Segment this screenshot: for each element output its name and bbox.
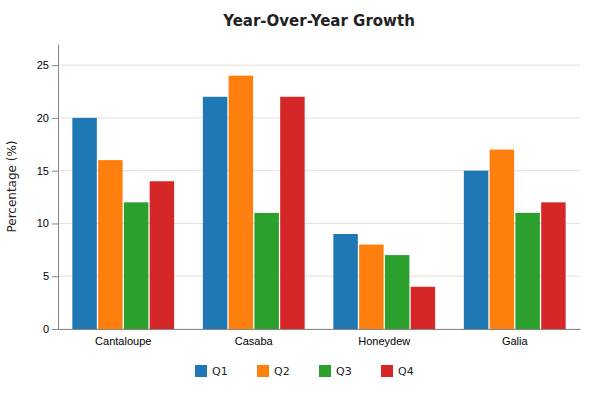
y-axis-title: Percentage (%): [5, 140, 19, 232]
x-tick-label: Galia: [502, 335, 529, 347]
y-tick-label: 0: [43, 323, 49, 335]
y-tick: 5: [43, 270, 58, 282]
y-tick-label: 10: [37, 217, 49, 229]
bar: [150, 181, 174, 329]
bar: [541, 202, 565, 329]
grid-line: [58, 65, 580, 66]
legend-swatch: [195, 365, 207, 377]
bar: [254, 213, 278, 329]
bar: [411, 287, 435, 329]
legend-label: Q3: [336, 365, 352, 378]
bar: [280, 97, 304, 329]
bar: [229, 76, 253, 329]
legend-swatch: [381, 365, 393, 377]
x-axis: Cantaloupe Casaba Honeydew Galia: [59, 330, 581, 348]
legend-label: Q2: [274, 365, 290, 378]
chart-title: Year-Over-Year Growth: [222, 12, 415, 30]
y-axis: 0 5 10 15 20 25: [37, 45, 59, 336]
x-tick-label: Cantaloupe: [95, 335, 151, 347]
y-tick-label: 15: [37, 165, 49, 177]
bar: [203, 97, 227, 329]
x-tick-label: Honeydew: [358, 335, 410, 347]
x-tick: Honeydew: [358, 335, 410, 347]
plot-area: 0 5 10 15 20 25 Cantaloupe Casaba Honeydew Galia: [37, 45, 581, 348]
y-tick-label: 20: [37, 112, 49, 124]
grid-line: [58, 117, 580, 118]
y-tick-mark: [52, 65, 58, 66]
bar: [464, 171, 488, 329]
legend-swatch: [319, 365, 331, 377]
legend-item: Q2: [257, 365, 290, 378]
legend-label: Q4: [398, 365, 414, 378]
bar: [515, 213, 539, 329]
y-tick: 20: [37, 112, 58, 124]
bars: [72, 76, 565, 329]
y-tick: 25: [37, 59, 58, 71]
bar: [490, 150, 514, 329]
bar: [124, 202, 148, 329]
bar: [359, 245, 383, 329]
y-tick-mark: [52, 171, 58, 172]
bar-series: [150, 97, 566, 329]
x-axis-line: [59, 329, 581, 330]
y-tick-mark: [52, 223, 58, 224]
bar-series: [72, 97, 488, 329]
y-tick: 10: [37, 217, 58, 229]
chart-container: 0 5 10 15 20 25 Cantaloupe Casaba Honeydew Galia P…: [0, 0, 600, 401]
bar: [98, 160, 122, 329]
bar-series: [124, 202, 540, 329]
y-tick-mark: [52, 329, 58, 330]
y-tick-mark: [52, 118, 58, 119]
legend-item: Q4: [381, 365, 414, 378]
chart-svg: 0 5 10 15 20 25 Cantaloupe Casaba Honeydew Galia P…: [0, 0, 600, 401]
y-tick: 15: [37, 165, 58, 177]
legend-swatch: [257, 365, 269, 377]
grid: [58, 65, 580, 329]
x-tick: Casaba: [235, 335, 274, 347]
bar: [333, 234, 357, 329]
legend-item: Q3: [319, 365, 352, 378]
y-tick-label: 5: [43, 270, 49, 282]
x-tick-label: Casaba: [235, 335, 274, 347]
bar: [385, 255, 409, 329]
y-tick-label: 25: [37, 59, 49, 71]
legend: Q1 Q2 Q3 Q4: [195, 365, 414, 378]
x-tick: Galia: [502, 335, 529, 347]
bar: [72, 118, 96, 329]
legend-label: Q1: [212, 365, 228, 378]
y-axis-line: [58, 45, 59, 330]
x-tick: Cantaloupe: [95, 335, 151, 347]
y-tick: 0: [43, 323, 58, 335]
y-tick-mark: [52, 276, 58, 277]
legend-item: Q1: [195, 365, 228, 378]
bar-series: [98, 76, 514, 329]
